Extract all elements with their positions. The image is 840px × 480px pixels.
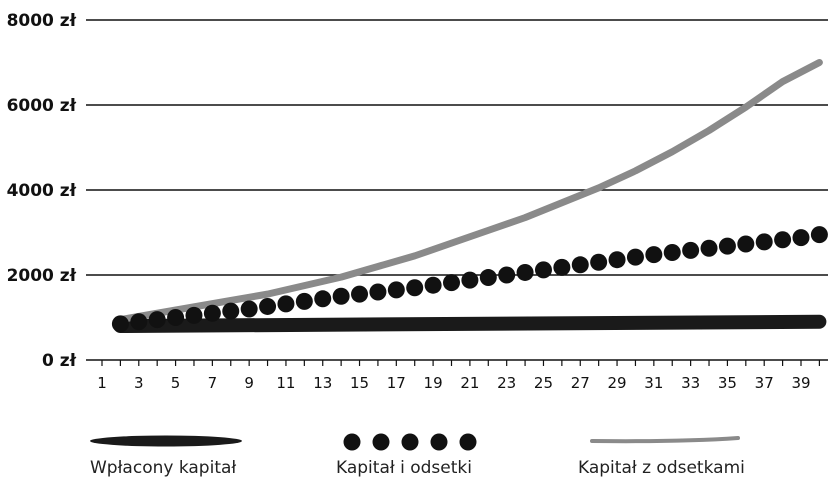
series-capital-interest-dot (259, 297, 277, 315)
series-capital-interest-dot (608, 251, 626, 269)
legend-swatch-dot (430, 433, 448, 451)
x-tick-label: 19 (424, 374, 443, 392)
x-tick-label: 29 (608, 374, 627, 392)
x-tick-label: 25 (534, 374, 553, 392)
series-capital-interest-dot (663, 243, 681, 261)
x-tick-label: 9 (244, 374, 254, 392)
series-capital-interest-dot (571, 256, 589, 274)
series-capital-interest-dot (387, 281, 405, 299)
series-capital-interest-dot (553, 258, 571, 276)
series-capital-interest-dot (240, 300, 258, 318)
series-capital-interest-dot (332, 287, 350, 305)
series-capital-interest-dot (222, 302, 240, 320)
series-capital-interest-dot (185, 306, 203, 324)
legend-swatch-curve (590, 436, 740, 444)
y-tick-label: 6000 zł (7, 96, 77, 116)
series-capital-interest-dot (424, 276, 442, 294)
series-capital-interest-dot (718, 237, 736, 255)
x-tick-label: 23 (497, 374, 516, 392)
series-capital-interest-dot (792, 229, 810, 247)
x-tick-label: 39 (791, 374, 810, 392)
series-capital-interest-dot (295, 292, 313, 310)
x-tick-label: 31 (644, 374, 663, 392)
x-tick-label: 35 (718, 374, 737, 392)
series-capital-interest-dot (148, 311, 166, 329)
series-capital-interest-dot (203, 304, 221, 322)
series-capital-interest-dot (277, 295, 295, 313)
series-capital-interest-dot (645, 246, 663, 264)
series-capital-interest-dot (443, 274, 460, 292)
x-tick-label: 11 (276, 374, 295, 392)
series-capital-interest-dot (590, 253, 608, 271)
x-tick-label: 37 (755, 374, 774, 392)
series-capital-interest-dot (755, 233, 773, 251)
x-tick-label: 21 (460, 374, 479, 392)
x-tick-label: 15 (350, 374, 369, 392)
legend-label-capital-with-interest: Kapitał z odsetkami (578, 458, 745, 478)
series-capital-interest-dot (351, 285, 369, 303)
series-principal-line (113, 314, 827, 333)
y-tick-label: 0 zł (42, 351, 77, 371)
series-capital-interest-dot (167, 309, 185, 326)
legend-swatch-dot (372, 433, 390, 451)
series-capital-interest-dot (406, 279, 424, 297)
series-capital-interest-dot (534, 261, 552, 279)
series-capital-interest-dot (461, 271, 479, 289)
legend-label-principal: Wpłacony kapitał (90, 458, 237, 478)
series-capital-interest-dot (479, 269, 497, 287)
legend-swatch-dot (459, 433, 477, 451)
x-tick-label: 13 (313, 374, 332, 392)
x-tick-label: 3 (134, 374, 144, 392)
series-capital-interest-dot (737, 235, 755, 253)
series-capital-interest-dot (516, 263, 534, 281)
x-tick-label: 1 (97, 374, 107, 392)
legend-swatch-principal (90, 435, 242, 447)
legend-label-capital-interest: Kapitał i odsetki (336, 458, 472, 478)
series-capital-interest-dot (498, 266, 516, 284)
series-capital-interest-dot (369, 283, 387, 301)
series-capital-interest-dot (810, 226, 828, 244)
x-tick-label: 17 (387, 374, 406, 392)
series-capital-interest-dot (314, 290, 332, 308)
legend-swatch-dot (401, 433, 419, 451)
x-tick-label: 5 (171, 374, 181, 392)
series-capital-interest-dot (626, 248, 644, 266)
x-tick-label: 27 (571, 374, 590, 392)
series-capital-interest-dot (130, 313, 148, 331)
legend-swatch-dot (343, 433, 361, 451)
series-capital-interest-dot (700, 239, 718, 257)
y-tick-label: 4000 zł (7, 181, 77, 201)
series-capital-interest-dot (682, 241, 700, 259)
series-capital-with-interest-line (116, 59, 823, 324)
series-capital-interest-dot (774, 231, 792, 249)
y-tick-label: 8000 zł (7, 11, 77, 31)
x-tick-label: 33 (681, 374, 700, 392)
series-capital-interest-dot (111, 315, 129, 333)
x-tick-label: 7 (208, 374, 218, 392)
y-tick-label: 2000 zł (7, 266, 77, 286)
